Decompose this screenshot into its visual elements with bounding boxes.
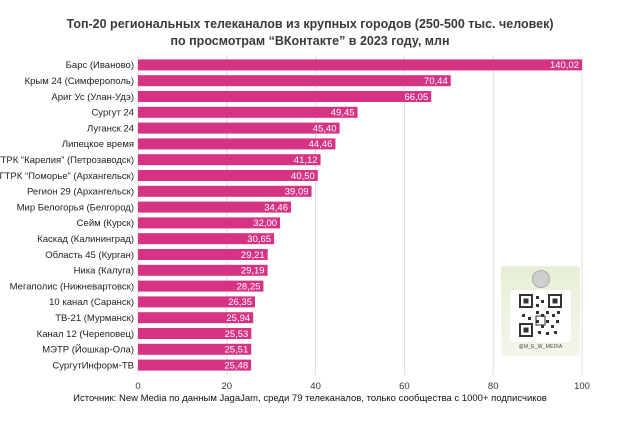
bar-value-label: 26,35: [228, 297, 252, 308]
bar-value-label: 30,65: [247, 234, 271, 245]
category-label: Сургут 24: [91, 108, 134, 119]
category-label: Липецкое время: [62, 139, 134, 150]
category-label: 10 канал (Саранск): [49, 297, 134, 308]
bar-value-label: 140,02: [550, 60, 579, 71]
bar-value-label: 44,46: [309, 139, 333, 150]
bar-value-label: 39,09: [285, 187, 309, 198]
bar: [138, 359, 252, 371]
category-label: Канал 12 (Череповец): [37, 329, 134, 340]
bar: [138, 296, 255, 308]
bar-value-label: 29,19: [241, 266, 265, 277]
category-label: Крым 24 (Симферополь): [25, 76, 134, 87]
bar: [138, 233, 275, 245]
x-tick-label: 60: [399, 381, 410, 392]
bar-value-label: 70,44: [424, 76, 448, 87]
category-label: Мегаполис (Нижневартовск): [10, 281, 134, 292]
bar-value-label: 40,50: [291, 171, 315, 182]
bar-value-label: 45,40: [313, 123, 337, 134]
qr-handle-label: @M_E_W_MEDIA: [518, 344, 563, 350]
bar: [138, 75, 451, 87]
bar: [138, 91, 432, 102]
bar: [138, 217, 281, 229]
category-label: Регион 29 (Архангельск): [27, 187, 134, 198]
bar-value-label: 25,51: [224, 345, 248, 356]
brand-logo-icon: [532, 270, 550, 288]
category-label: МЭТР (Йошкар-Ола): [42, 344, 134, 356]
bar: [138, 185, 312, 197]
bar: [138, 201, 292, 213]
qr-card: @M_E_W_MEDIA: [501, 266, 580, 356]
category-label: Область 45 (Курган): [45, 250, 134, 261]
bar-value-label: 32,00: [253, 218, 277, 229]
bar: [138, 280, 264, 292]
bar: [138, 59, 582, 71]
category-label: Каскад (Калининград): [37, 234, 134, 245]
category-label: СургутИнформ-ТВ: [52, 360, 134, 371]
bar-value-label: 34,46: [264, 202, 288, 213]
category-label: ТВ-21 (Мурманск): [55, 313, 134, 324]
bar-value-label: 25,48: [224, 360, 248, 371]
bar: [138, 106, 358, 118]
category-label: Сейм (Курск): [77, 218, 134, 229]
x-tick-label: 40: [310, 381, 321, 392]
bar-value-label: 25,94: [226, 313, 250, 324]
bar: [138, 249, 268, 260]
chart-title-line2: по просмотрам “ВКонтакте” в 2023 году, м…: [170, 34, 450, 48]
category-label: Ариг Ус (Улан-Удэ): [51, 92, 134, 103]
bar: [138, 343, 252, 355]
bar-value-label: 41,12: [294, 155, 318, 166]
chart-title-line1: Топ-20 региональных телеканалов из крупн…: [66, 17, 554, 31]
x-tick-label: 20: [222, 381, 233, 392]
x-tick-label: 100: [574, 381, 590, 392]
category-label: Мир Белогорья (Белгород): [17, 202, 134, 213]
bar-value-label: 29,21: [241, 250, 265, 261]
category-label: ГТРК “Карелия” (Петрозаводск): [0, 155, 134, 166]
bar: [138, 170, 318, 181]
x-tick-label: 0: [135, 381, 140, 392]
bar-value-label: 49,45: [331, 108, 355, 119]
bar: [138, 154, 321, 166]
bar: [138, 312, 254, 324]
bar-value-label: 25,53: [225, 329, 249, 340]
category-label: ГТРК “Поморье” (Архангельск): [0, 171, 134, 182]
category-label: Ника (Калуга): [74, 266, 134, 277]
bar: [138, 122, 340, 134]
bar: [138, 138, 336, 150]
category-label: Барс (Иваново): [66, 60, 134, 71]
qr-code-icon: [510, 290, 571, 342]
x-tick-label: 80: [488, 381, 499, 392]
bar-value-label: 66,05: [404, 92, 428, 103]
category-label: Луганск 24: [87, 123, 134, 134]
bar-value-label: 28,25: [237, 281, 261, 292]
bar: [138, 264, 268, 276]
source-note: Источник: New Media по данным JagaJam, с…: [73, 393, 547, 404]
bar: [138, 328, 252, 339]
